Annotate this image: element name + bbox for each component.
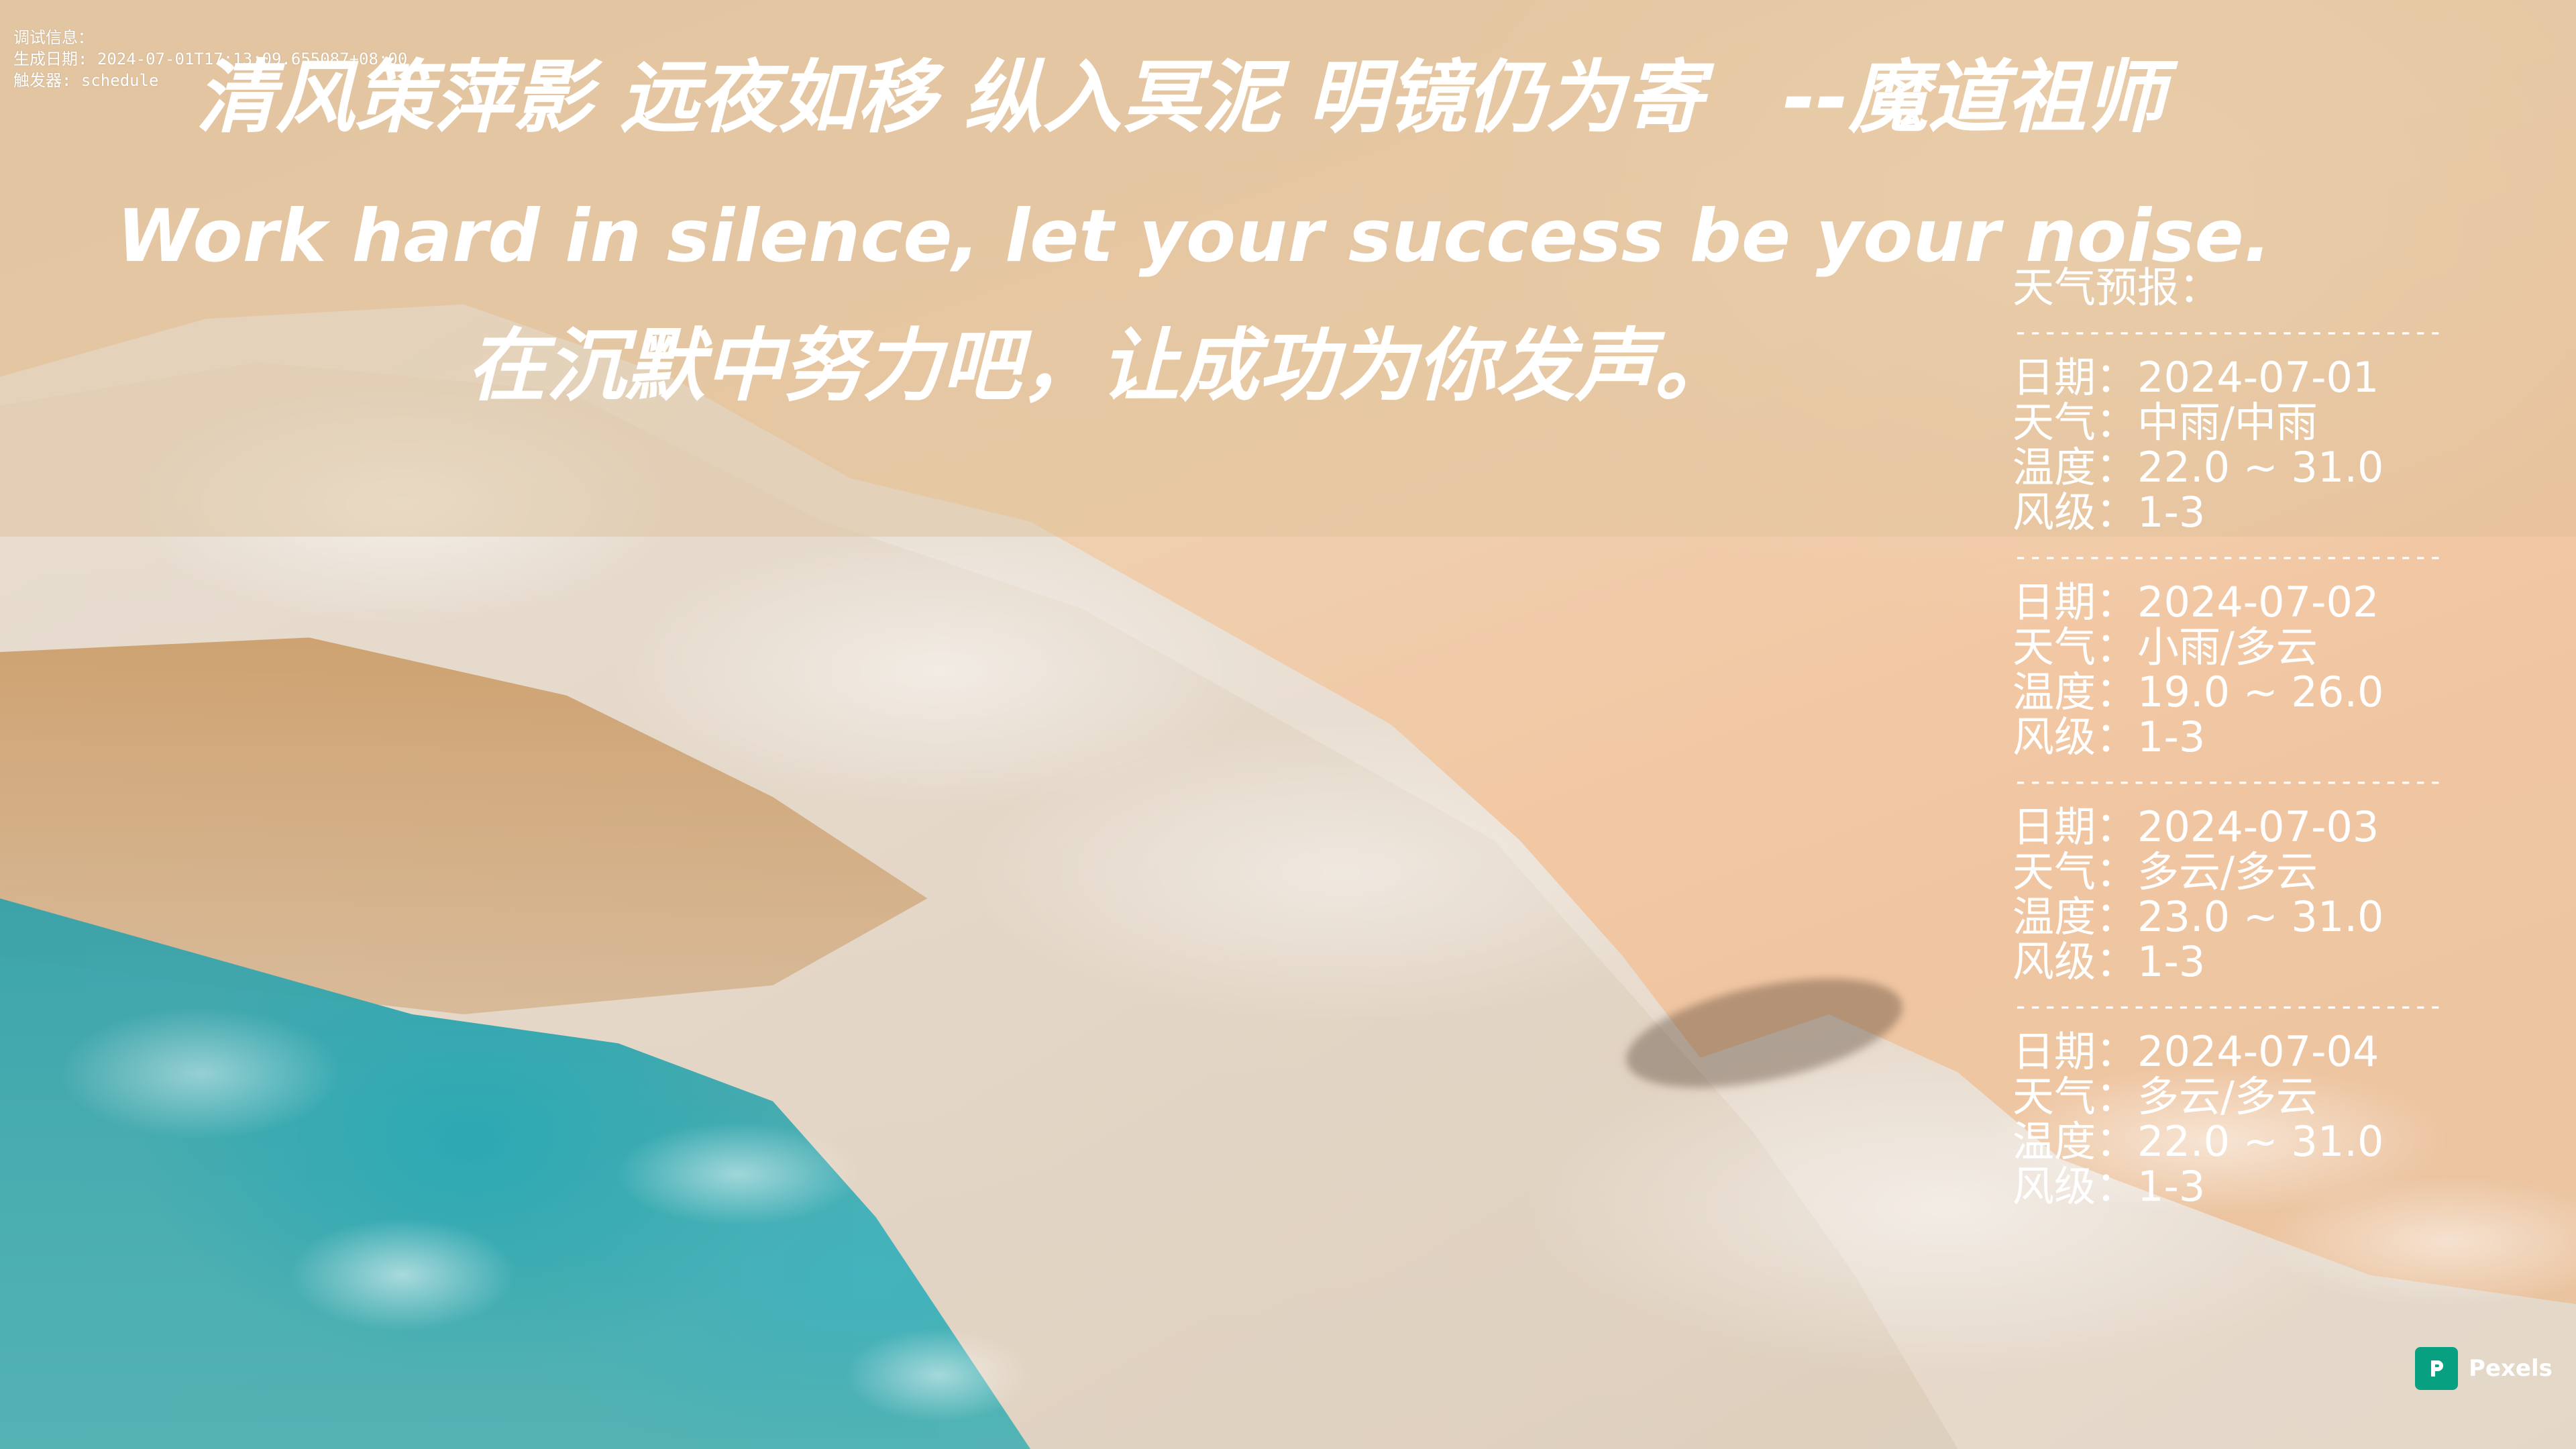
weather-wind-row: 风级：1-3 (2012, 714, 2442, 759)
weather-label: 天气： (2012, 398, 2138, 447)
weather-temp-row: 温度：22.0 ~ 31.0 (2012, 1119, 2442, 1164)
weather-day: 日期：2024-07-04 天气：多云/多云 温度：22.0 ~ 31.0 风级… (2012, 1029, 2442, 1209)
weather-condition-row: 天气：小雨/多云 (2012, 625, 2442, 669)
quote-english: Work hard in silence, let your success b… (117, 195, 2271, 278)
debug-trigger: 触发器: schedule (13, 71, 159, 90)
weather-day: 日期：2024-07-02 天气：小雨/多云 温度：19.0 ~ 26.0 风级… (2012, 580, 2442, 759)
wind-value: 1-3 (2137, 712, 2206, 761)
temp-value: 22.0 ~ 31.0 (2137, 443, 2384, 492)
weather-label: 天气： (2012, 847, 2138, 896)
weather-wind-row: 风级：1-3 (2012, 939, 2442, 984)
temp-label: 温度： (2012, 892, 2138, 941)
weather-divider: ------------------------------- (2012, 541, 2442, 572)
weather-date-row: 日期：2024-07-01 (2012, 355, 2442, 400)
date-value: 2024-07-04 (2137, 1027, 2379, 1076)
photo-credit[interactable]: Pexels (2415, 1347, 2553, 1390)
weather-condition-row: 天气：中雨/中雨 (2012, 400, 2442, 445)
weather-temp-row: 温度：23.0 ~ 31.0 (2012, 894, 2442, 939)
date-label: 日期： (2012, 1027, 2138, 1076)
temp-label: 温度： (2012, 443, 2138, 492)
temp-label: 温度： (2012, 667, 2138, 716)
temp-label: 温度： (2012, 1117, 2138, 1166)
temp-value: 22.0 ~ 31.0 (2137, 1117, 2384, 1166)
weather-value: 多云/多云 (2137, 847, 2318, 896)
wind-label: 风级： (2012, 488, 2138, 537)
wind-label: 风级： (2012, 1162, 2138, 1211)
weather-divider: ------------------------------- (2012, 991, 2442, 1022)
weather-value: 小雨/多云 (2137, 623, 2318, 672)
weather-date-row: 日期：2024-07-04 (2012, 1029, 2442, 1074)
wind-value: 1-3 (2137, 1162, 2206, 1211)
debug-info: 调试信息： 生成日期: 2024-07-01T17:13:09.655087+0… (13, 27, 407, 91)
weather-temp-row: 温度：22.0 ~ 31.0 (2012, 445, 2442, 490)
date-value: 2024-07-02 (2137, 578, 2379, 627)
weather-forecast-panel: 天气预报： ------------------------------- 日期… (2012, 265, 2442, 1209)
weather-label: 天气： (2012, 623, 2138, 672)
weather-date-row: 日期：2024-07-02 (2012, 580, 2442, 625)
temp-value: 19.0 ~ 26.0 (2137, 667, 2384, 716)
weather-divider: ------------------------------- (2012, 317, 2442, 347)
date-value: 2024-07-03 (2137, 802, 2379, 851)
pexels-label: Pexels (2469, 1355, 2553, 1382)
debug-header: 调试信息： (13, 28, 94, 47)
weather-divider: ------------------------------- (2012, 766, 2442, 797)
weather-condition-row: 天气：多云/多云 (2012, 849, 2442, 894)
quote-overlay-band (0, 0, 2576, 537)
weather-day: 日期：2024-07-03 天气：多云/多云 温度：23.0 ~ 31.0 风级… (2012, 804, 2442, 984)
weather-title: 天气预报： (2012, 263, 2221, 312)
weather-temp-row: 温度：19.0 ~ 26.0 (2012, 669, 2442, 714)
temp-value: 23.0 ~ 31.0 (2137, 892, 2384, 941)
date-label: 日期： (2012, 802, 2138, 851)
pexels-logo-icon (2415, 1347, 2458, 1390)
weather-condition-row: 天气：多云/多云 (2012, 1074, 2442, 1119)
weather-day: 日期：2024-07-01 天气：中雨/中雨 温度：22.0 ~ 31.0 风级… (2012, 355, 2442, 535)
weather-wind-row: 风级：1-3 (2012, 490, 2442, 535)
wind-value: 1-3 (2137, 488, 2206, 537)
date-label: 日期： (2012, 353, 2138, 402)
weather-value: 多云/多云 (2137, 1072, 2318, 1121)
date-label: 日期： (2012, 578, 2138, 627)
weather-date-row: 日期：2024-07-03 (2012, 804, 2442, 849)
debug-generated-date: 生成日期: 2024-07-01T17:13:09.655087+08:00 (13, 50, 408, 68)
date-value: 2024-07-01 (2137, 353, 2379, 402)
weather-label: 天气： (2012, 1072, 2138, 1121)
wind-value: 1-3 (2137, 937, 2206, 986)
wind-label: 风级： (2012, 712, 2138, 761)
wind-label: 风级： (2012, 937, 2138, 986)
quote-chinese-translation: 在沉默中努力吧，让成功为你发声。 (466, 319, 1733, 412)
quote-chinese-poem: 清风策萍影 远夜如移 纵入冥泥 明镜仍为寄 --魔道祖师 (196, 51, 2165, 144)
weather-wind-row: 风级：1-3 (2012, 1164, 2442, 1209)
weather-value: 中雨/中雨 (2137, 398, 2318, 447)
